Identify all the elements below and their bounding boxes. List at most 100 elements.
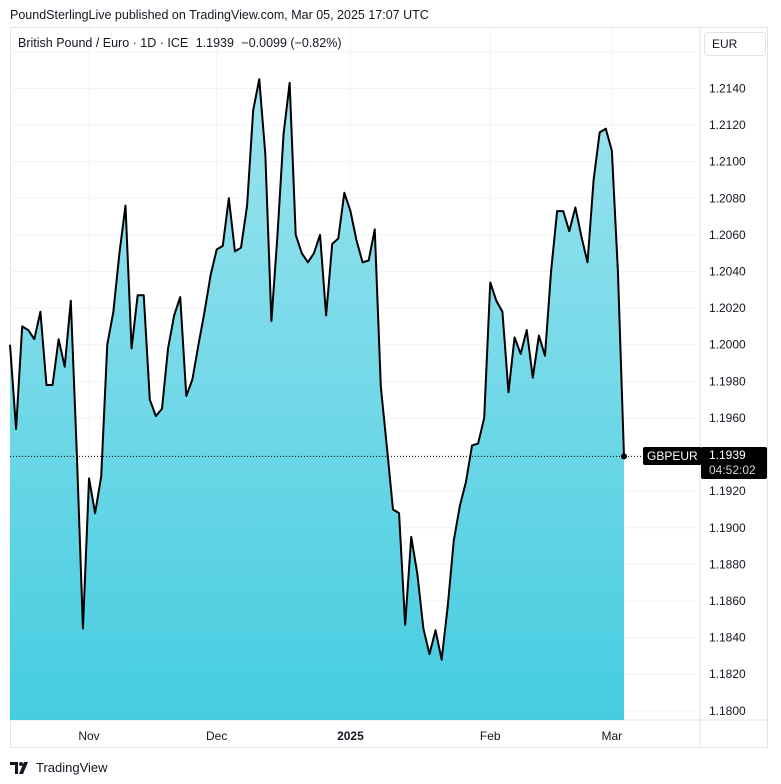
data-point [167, 347, 169, 349]
price-axis[interactable]: 1.1800 1.1820 1.1840 1.1860 1.1880 1.1900 1.19… [709, 45, 746, 718]
data-point [57, 338, 59, 340]
data-point [64, 365, 66, 367]
published-caption: PoundSterlingLive published on TradingVi… [10, 8, 429, 22]
data-point [39, 311, 41, 313]
y-tick-label: 1.1880 [709, 557, 746, 571]
data-point [15, 428, 17, 430]
data-point [82, 627, 84, 629]
data-point [313, 252, 315, 254]
data-point [222, 245, 224, 247]
data-point [173, 314, 175, 316]
data-point [361, 261, 363, 263]
x-tick-label: 2025 [337, 729, 364, 743]
data-point [355, 239, 357, 241]
data-point [70, 300, 72, 302]
data-point [556, 210, 558, 212]
data-point [380, 386, 382, 388]
data-point [319, 234, 321, 236]
data-point [453, 539, 455, 541]
y-tick-label: 1.1820 [709, 667, 746, 681]
data-point [592, 179, 594, 181]
data-point [270, 320, 272, 322]
y-tick-label: 1.2120 [709, 118, 746, 132]
footer: TradingView [10, 760, 108, 775]
data-point [94, 512, 96, 514]
x-tick-label: Mar [602, 729, 623, 743]
time-axis[interactable]: Nov Dec 2025 Feb Mar [78, 729, 622, 743]
data-point [282, 133, 284, 135]
data-point [331, 243, 333, 245]
data-point [209, 274, 211, 276]
y-tick-label: 1.2140 [709, 81, 746, 95]
y-tick-label: 1.1840 [709, 631, 746, 645]
data-point [143, 294, 145, 296]
x-tick-label: Dec [206, 729, 227, 743]
data-point [611, 149, 613, 151]
data-point [574, 206, 576, 208]
data-point [392, 508, 394, 510]
data-point [507, 391, 509, 393]
data-point [598, 131, 600, 133]
data-point [240, 246, 242, 248]
data-point [465, 481, 467, 483]
symbol-price-label: GBPEUR [643, 447, 702, 466]
y-tick-label: 1.2040 [709, 264, 746, 278]
data-point [544, 354, 546, 356]
y-tick-label: 1.1960 [709, 411, 746, 425]
data-point [580, 235, 582, 237]
data-point [617, 270, 619, 272]
y-tick-label: 1.2100 [709, 155, 746, 169]
y-tick-label: 1.2000 [709, 338, 746, 352]
data-point [246, 204, 248, 206]
data-point [33, 338, 35, 340]
data-point [9, 344, 11, 346]
data-point [519, 353, 521, 355]
data-point [149, 398, 151, 400]
data-point [374, 228, 376, 230]
y-tick-label: 1.2060 [709, 228, 746, 242]
data-point [51, 384, 53, 386]
y-tick-label: 1.1980 [709, 374, 746, 388]
data-point [483, 417, 485, 419]
data-point [404, 624, 406, 626]
data-point [106, 344, 108, 346]
data-point [161, 408, 163, 410]
legend-last-price: 1.1939 [195, 36, 234, 50]
data-point [416, 572, 418, 574]
y-tick-label: 1.2020 [709, 301, 746, 315]
data-point [130, 347, 132, 349]
data-point [422, 627, 424, 629]
data-point [252, 109, 254, 111]
data-point [76, 453, 78, 455]
y-tick-label: 1.1860 [709, 594, 746, 608]
data-point [215, 248, 217, 250]
data-point [477, 442, 479, 444]
x-tick-label: Nov [78, 729, 99, 743]
chart-legend: British Pound / Euro · 1D · ICE 1.1939 −… [18, 36, 342, 50]
data-point [136, 294, 138, 296]
data-point [459, 505, 461, 507]
x-tick-label: Feb [480, 729, 501, 743]
data-point [45, 384, 47, 386]
data-point [428, 653, 430, 655]
data-point [434, 629, 436, 631]
y-tick-label: 1.1900 [709, 521, 746, 535]
data-point [337, 237, 339, 239]
data-point [440, 658, 442, 660]
data-point [447, 605, 449, 607]
data-point [124, 204, 126, 206]
data-point [21, 325, 23, 327]
data-point [562, 210, 564, 212]
data-point [179, 296, 181, 298]
data-point [191, 378, 193, 380]
data-point [605, 127, 607, 129]
data-point [258, 78, 260, 80]
data-point [568, 230, 570, 232]
currency-selector[interactable]: EUR [704, 32, 766, 56]
data-point [489, 281, 491, 283]
y-tick-label: 1.1800 [709, 704, 746, 718]
bar-countdown: 04:52:02 [709, 463, 756, 478]
last-price-value: 1.1939 [709, 448, 746, 463]
data-point [325, 314, 327, 316]
